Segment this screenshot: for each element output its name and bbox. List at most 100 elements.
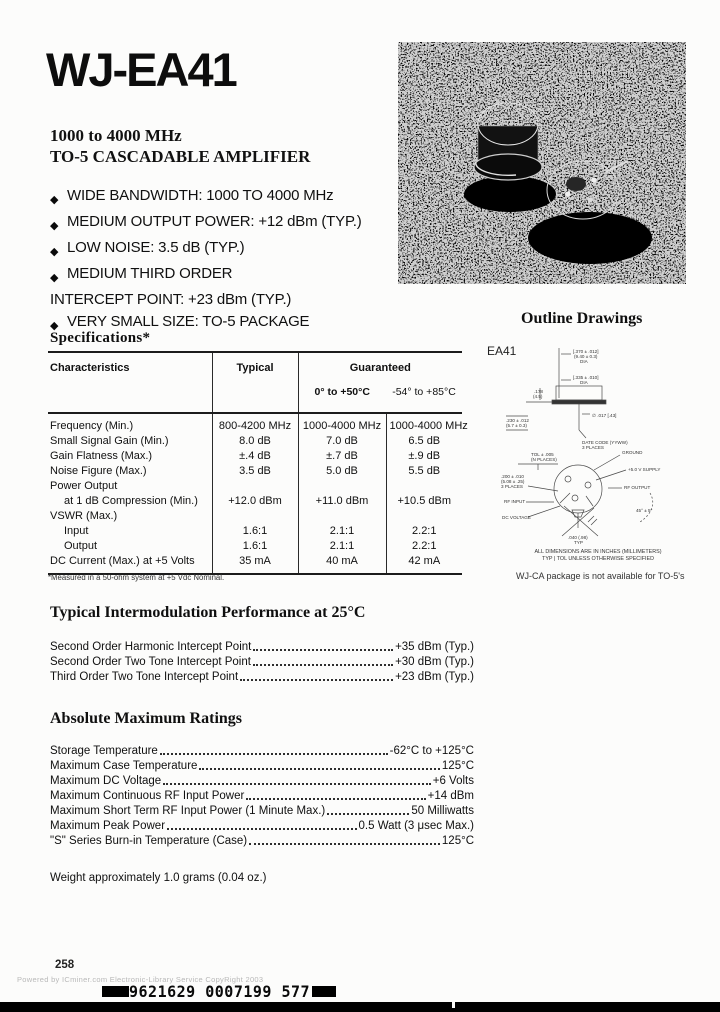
item-label: Second Order Two Tone Intercept Point [50, 656, 251, 668]
row-label: at 1 dB Compression (Min.) [64, 495, 198, 507]
typical-value: 3.5 dB [211, 464, 298, 479]
guaranteed-value-1: +11.0 dBm [297, 494, 386, 509]
feature-text: WIDE BANDWIDTH: 1000 TO 4000 MHz [67, 187, 334, 204]
item-label: Second Order Harmonic Intercept Point [50, 641, 252, 653]
item-value: -62°C to +125°C [389, 745, 474, 757]
table-row: Noise Figure (Max.) 3.5 dB 5.0 dB 5.5 dB [48, 464, 463, 479]
list-item: Maximum Case Temperature 125°C [50, 757, 474, 772]
dot-leader [246, 798, 426, 800]
list-item: Maximum Short Term RF Input Power (1 Min… [50, 802, 474, 817]
dot-leader [199, 768, 440, 770]
intermodulation-list: Second Order Harmonic Intercept Point +3… [50, 638, 474, 683]
table-row: Small Signal Gain (Min.) 8.0 dB 7.0 dB 6… [48, 434, 463, 449]
svg-text:(4.5): (4.5) [533, 394, 543, 399]
item-label: Maximum Continuous RF Input Power [50, 790, 245, 802]
col-header-guaranteed: Guaranteed [297, 352, 463, 386]
dot-leader [159, 753, 388, 755]
guaranteed-value-2: 6.5 dB [385, 434, 463, 449]
specifications-heading: Specifications* [50, 330, 151, 346]
rf-input-label: RF INPUT [504, 499, 525, 504]
list-item: Storage Temperature -62°C to +125°C [50, 742, 474, 757]
typical-value: 1.6:1 [211, 539, 298, 554]
table-row: VSWR (Max.) [48, 509, 463, 524]
item-value: +23 dBm (Typ.) [395, 671, 474, 683]
item-label: Third Order Two Tone Intercept Point [50, 671, 239, 683]
typical-value: 35 mA [211, 554, 298, 574]
typical-value [211, 479, 298, 494]
typical-value [211, 509, 298, 524]
dot-leader [327, 813, 410, 815]
guaranteed-value-2: 1000-4000 MHz [385, 413, 468, 434]
svg-text:[.335 ± .010]: [.335 ± .010] [573, 375, 599, 380]
feature-item: ◆ LOW NOISE: 3.5 dB (TYP.) [50, 237, 362, 263]
intermodulation-heading: Typical Intermodulation Performance at 2… [50, 604, 366, 621]
table-row: at 1 dB Compression (Min.) +12.0 dBm +11… [48, 494, 463, 509]
feature-text-continued: INTERCEPT POINT: +23 dBm (TYP.) [50, 291, 292, 308]
guaranteed-value-2: +10.5 dBm [385, 494, 463, 509]
diamond-bullet-icon: ◆ [50, 220, 59, 232]
svg-text:TOL ± .005: TOL ± .005 [531, 452, 554, 457]
to5-can-upright [464, 102, 556, 212]
absolute-max-heading: Absolute Maximum Ratings [50, 710, 243, 727]
bottom-view-labels: TOL ± .005 (N PLACES) .200 ± .010 (5.08 … [501, 450, 660, 545]
supply-label: +5.0 V SUPPLY [628, 467, 660, 472]
outline-drawings-heading: Outline Drawings [521, 310, 643, 327]
item-label: Maximum Short Term RF Input Power (1 Min… [50, 805, 326, 817]
list-item: Third Order Two Tone Intercept Point +23… [50, 668, 474, 683]
absolute-max-list: Storage Temperature -62°C to +125°C Maxi… [50, 742, 474, 847]
dot-leader [249, 843, 440, 845]
ground-label: GROUND [622, 450, 643, 455]
spec-footnote: *Measured in a 50-ohm system at +5 Vdc N… [48, 573, 225, 582]
svg-text:[.370 ± .012]: [.370 ± .012] [573, 349, 599, 354]
drawing-notes: ALL DIMENSIONS ARE IN INCHES (MILLIMETER… [534, 549, 661, 562]
svg-text:45° ± 5°: 45° ± 5° [636, 508, 653, 513]
col-header-temp-range-1: 0° to +50°C [297, 386, 386, 413]
to5-can-bottom-view [528, 160, 652, 264]
barcode-start-block [102, 986, 129, 997]
guaranteed-value-1: 40 mA [297, 554, 386, 574]
dot-leader [167, 828, 357, 830]
item-label: Maximum Case Temperature [50, 760, 198, 772]
svg-text:DATE CODE (YYWW): DATE CODE (YYWW) [582, 440, 628, 445]
svg-text:(5.7 ± 0.3): (5.7 ± 0.3) [506, 423, 527, 428]
feature-item: ◆ WIDE BANDWIDTH: 1000 TO 4000 MHz [50, 185, 362, 211]
bottom-view-drawing [518, 454, 654, 537]
rf-output-label: RF OUTPUT [624, 485, 650, 490]
svg-text:.040 (.98): .040 (.98) [568, 535, 588, 540]
svg-text:DIA: DIA [580, 380, 589, 385]
guaranteed-value-1: ±.7 dB [297, 449, 386, 464]
diamond-bullet-icon: ◆ [50, 194, 59, 206]
guaranteed-value-1: 1000-4000 MHz [297, 413, 386, 434]
guaranteed-value-2: ±.9 dB [385, 449, 463, 464]
table-row: Output 1.6:1 2.1:1 2.2:1 [48, 539, 463, 554]
scan-footer-line: Powered by ICminer.com Electronic-Librar… [17, 975, 264, 984]
dot-leader [253, 649, 394, 651]
typical-value: 8.0 dB [211, 434, 298, 449]
feature-text: LOW NOISE: 3.5 dB (TYP.) [67, 239, 245, 256]
col-header-characteristics: Characteristics [50, 362, 130, 374]
guaranteed-value-2: 5.5 dB [385, 464, 463, 479]
row-label: Noise Figure (Max.) [50, 465, 147, 477]
barcode-end-block [312, 986, 336, 997]
svg-text:.178: .178 [534, 389, 543, 394]
bottom-scan-bar [0, 1002, 720, 1012]
table-row: Input 1.6:1 2.1:1 2.2:1 [48, 524, 463, 539]
svg-text:DIA: DIA [580, 359, 589, 364]
item-value: 125°C [441, 760, 474, 772]
table-row: Frequency (Min.) 800-4200 MHz 1000-4000 … [48, 413, 468, 434]
outline-model-label: EA41 [487, 344, 517, 358]
guaranteed-value-2: 2.2:1 [385, 524, 463, 539]
table-row: DC Current (Max.) at +5 Volts 35 mA 40 m… [48, 554, 463, 574]
list-item: "S" Series Burn-in Temperature (Case) 12… [50, 832, 474, 847]
product-photo [398, 42, 686, 284]
typical-value: +12.0 dBm [211, 494, 298, 509]
feature-item: ◆ VERY SMALL SIZE: TO-5 PACKAGE [50, 311, 362, 337]
typical-value: ±.4 dB [211, 449, 298, 464]
list-item: Maximum Peak Power 0.5 Watt (3 μsec Max.… [50, 817, 474, 832]
list-item: Second Order Two Tone Intercept Point +3… [50, 653, 474, 668]
item-value: +6 Volts [432, 775, 474, 787]
dot-leader [163, 783, 431, 785]
feature-text: MEDIUM THIRD ORDER [67, 265, 233, 282]
barcode-digits: 9621629 0007199 577 [129, 982, 311, 1002]
